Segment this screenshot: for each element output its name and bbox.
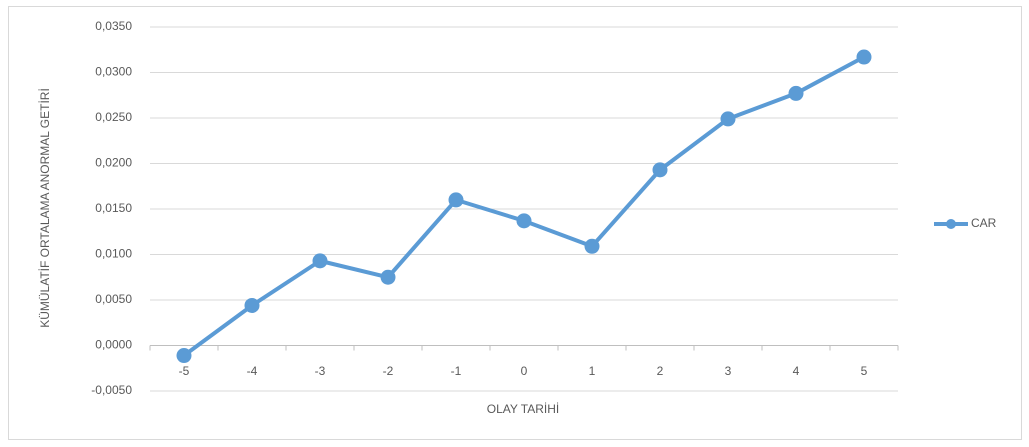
chart-border <box>8 6 1022 440</box>
y-tick-label: 0,0350 <box>95 19 132 33</box>
data-point <box>380 269 396 285</box>
y-tick-label: 0,0250 <box>95 110 132 124</box>
x-axis-title: OLAY TARİHİ <box>487 402 559 416</box>
x-tick-label: 4 <box>793 364 800 378</box>
y-tick-label: 0,0150 <box>95 201 132 215</box>
y-tick-label: 0,0300 <box>95 65 132 79</box>
x-tick-label: -4 <box>247 364 258 378</box>
data-point <box>652 162 668 178</box>
x-tick-label: -3 <box>315 364 326 378</box>
y-tick-label: 0,0000 <box>95 338 132 352</box>
legend-label: CAR <box>971 216 997 230</box>
y-tick-label: -0,0050 <box>91 383 132 397</box>
x-tick-label: 1 <box>589 364 596 378</box>
x-tick-label: -2 <box>383 364 394 378</box>
data-point <box>516 213 532 229</box>
data-point <box>448 192 464 208</box>
data-point <box>244 297 260 313</box>
data-point <box>720 111 736 127</box>
x-tick-label: 3 <box>725 364 732 378</box>
data-point <box>856 49 872 65</box>
x-tick-label: 2 <box>657 364 664 378</box>
data-point <box>312 253 328 269</box>
y-axis-title: KÜMÜLATİF ORTALAMA ANORMAL GETİRİ <box>38 88 52 328</box>
x-tick-label: -1 <box>451 364 462 378</box>
y-tick-label: 0,0100 <box>95 247 132 261</box>
x-tick-label: -5 <box>179 364 190 378</box>
data-point <box>788 85 804 101</box>
data-point <box>584 238 600 254</box>
x-tick-label: 5 <box>861 364 868 378</box>
x-tick-label: 0 <box>521 364 528 378</box>
data-point <box>176 348 192 364</box>
y-tick-label: 0,0050 <box>95 292 132 306</box>
y-tick-label: 0,0200 <box>95 156 132 170</box>
legend-marker <box>946 219 956 229</box>
